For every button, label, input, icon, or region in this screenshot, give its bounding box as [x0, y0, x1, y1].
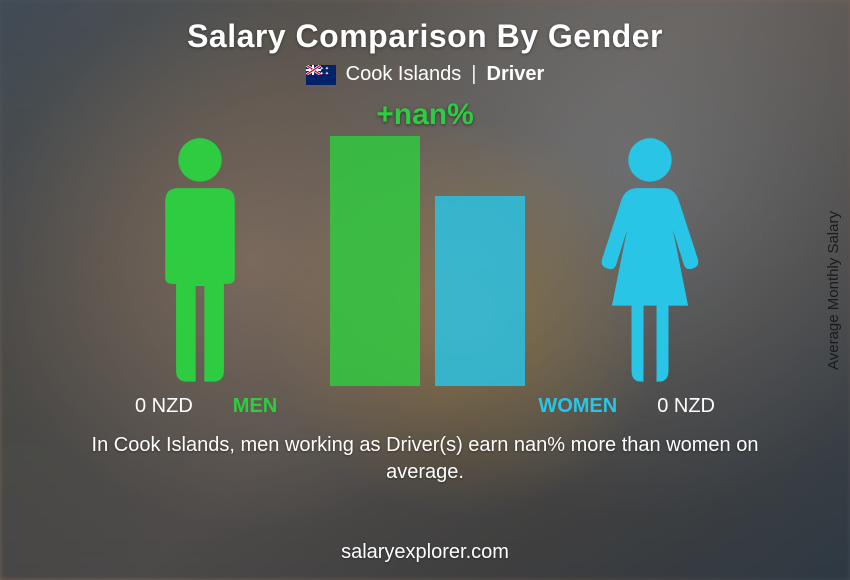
- male-salary-bar: [330, 136, 420, 386]
- job-label: Driver: [487, 63, 545, 86]
- infographic-content: Salary Comparison By Gender Cook Islands…: [0, 0, 850, 580]
- male-category-label: MEN: [233, 395, 277, 418]
- y-axis-label: Average Monthly Salary: [825, 211, 842, 370]
- chart-axis-labels: 0 NZD MEN WOMEN 0 NZD: [115, 395, 735, 418]
- female-figure-icon: [595, 136, 705, 386]
- country-label: Cook Islands: [346, 63, 462, 86]
- percentage-difference-label: +nan%: [376, 98, 474, 132]
- page-title: Salary Comparison By Gender: [187, 18, 663, 55]
- flag-icon: [306, 65, 336, 85]
- y-axis-label-container: Average Monthly Salary: [816, 0, 850, 580]
- female-category-label: WOMEN: [538, 395, 617, 418]
- subtitle-divider: |: [471, 63, 476, 86]
- female-salary-bar: [435, 196, 525, 386]
- female-value-label: 0 NZD: [657, 395, 715, 418]
- male-figure-icon: [145, 136, 255, 386]
- male-value-label: 0 NZD: [135, 395, 193, 418]
- subtitle-row: Cook Islands | Driver: [306, 63, 545, 86]
- gender-salary-chart: +nan% 0 NZD MEN WOMEN 0 NZD: [115, 98, 735, 418]
- footer-source: salaryexplorer.com: [341, 541, 509, 564]
- summary-text: In Cook Islands, men working as Driver(s…: [55, 432, 795, 486]
